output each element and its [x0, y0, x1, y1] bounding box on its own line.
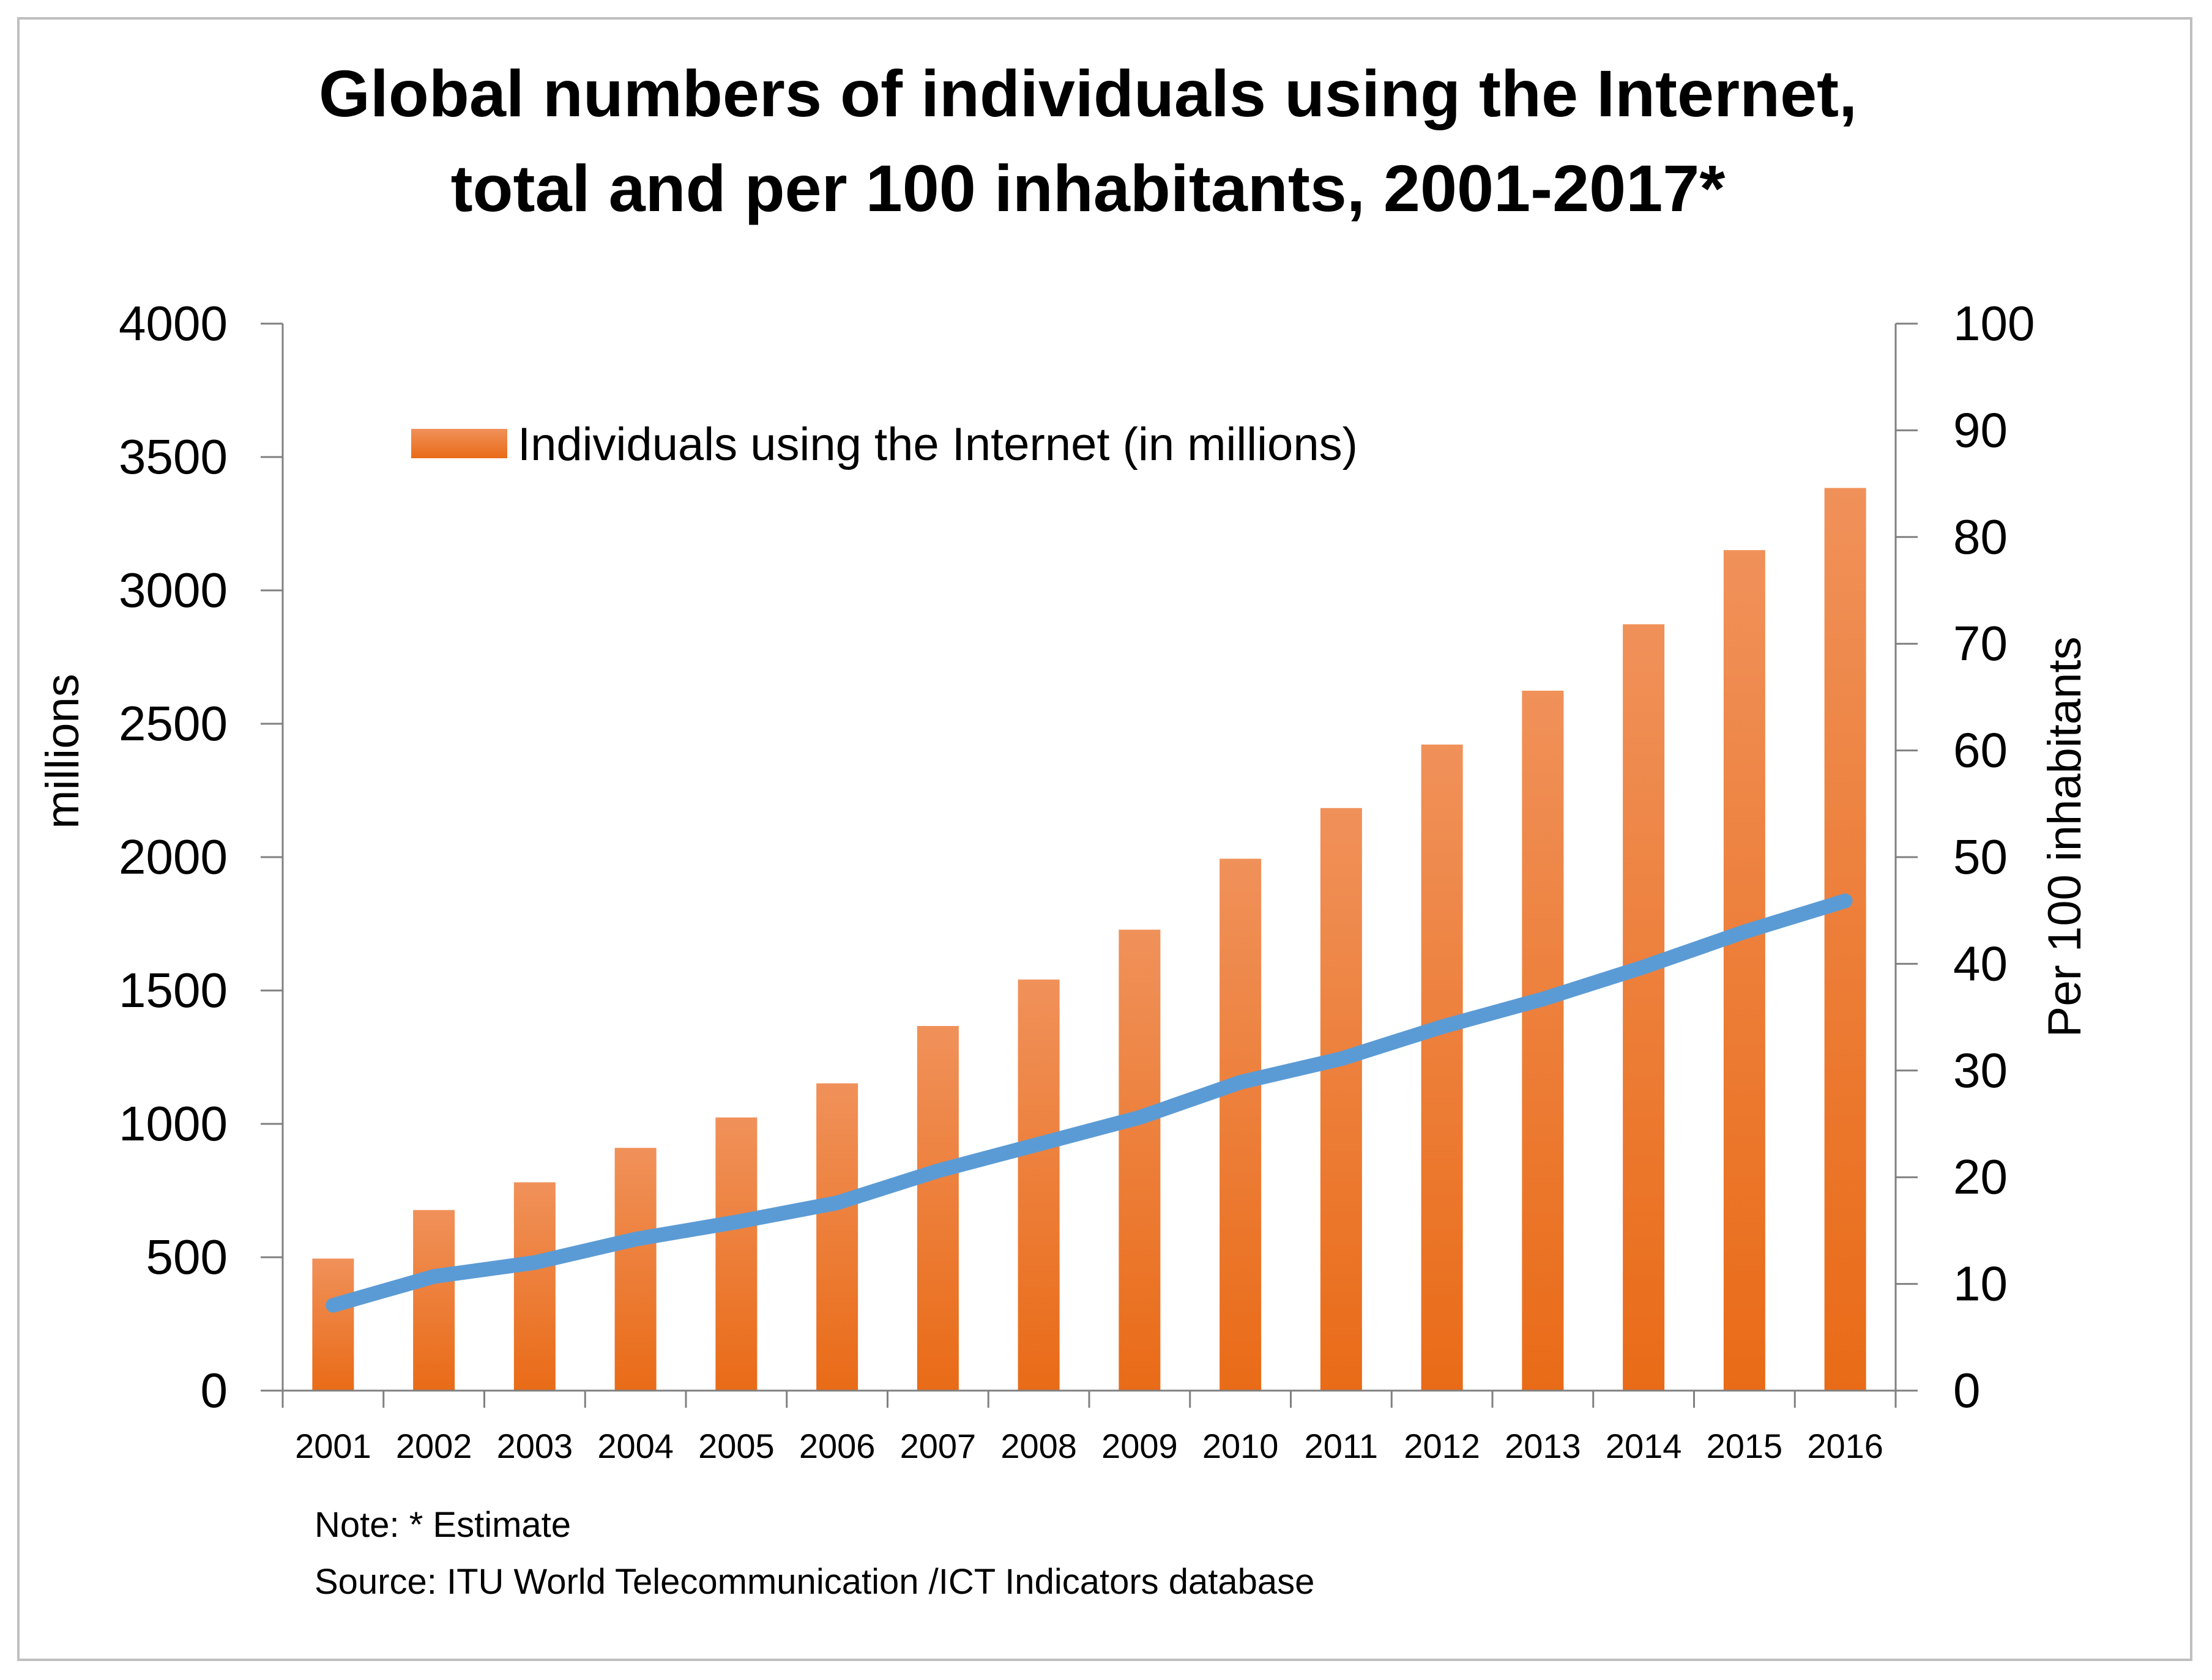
x-tick-label: 2010 [1202, 1427, 1279, 1465]
bar-2015 [1723, 550, 1765, 1391]
x-tick-label: 2005 [698, 1427, 775, 1465]
left-tick-label: 2500 [119, 696, 228, 751]
bar-2002 [413, 1210, 455, 1391]
left-axis-title: millions [37, 674, 89, 828]
bar-2008 [1018, 979, 1060, 1391]
right-tick-label: 80 [1953, 510, 2008, 564]
line-point-2011 [1340, 1058, 1342, 1060]
source-text: Source: ITU World Telecommunication /ICT… [315, 1562, 1314, 1602]
right-tick-label: 60 [1953, 723, 2008, 778]
bar-2006 [816, 1083, 858, 1391]
bar-2011 [1320, 808, 1362, 1391]
line-point-2001 [332, 1304, 334, 1306]
x-tick-label: 2011 [1305, 1427, 1378, 1465]
x-axis: 2001 2002 2003 2004 2005 2006 2007 2008 2009 2010… [281, 1389, 1897, 1465]
x-tick-label: 2012 [1404, 1427, 1480, 1465]
bar-2001 [312, 1258, 354, 1391]
bar-2013 [1522, 690, 1564, 1391]
bar-2005 [715, 1117, 758, 1391]
note-text: Note: * Estimate [315, 1505, 571, 1545]
right-tick-label: 40 [1953, 936, 2008, 991]
right-tick-label: 0 [1953, 1363, 1981, 1418]
line-point-2012 [1441, 1026, 1443, 1028]
x-tick-label: 2008 [1000, 1427, 1077, 1465]
line-point-2015 [1743, 931, 1745, 933]
line-point-2007 [937, 1170, 939, 1172]
left-tick-label: 3500 [119, 429, 228, 484]
line-point-2016 [1844, 900, 1846, 902]
x-tick-label: 2004 [597, 1427, 674, 1465]
right-tick-label: 30 [1953, 1043, 2008, 1098]
line-point-2014 [1643, 966, 1645, 968]
x-tick-label: 2001 [295, 1427, 371, 1465]
right-tick-label: 20 [1953, 1150, 2008, 1204]
line-point-2013 [1542, 998, 1544, 1000]
x-tick-label: 2013 [1505, 1427, 1581, 1465]
chart-title-line-1: Global numbers of individuals using the … [319, 56, 1857, 130]
left-tick-label: 500 [146, 1230, 228, 1284]
line-point-2009 [1139, 1117, 1141, 1118]
right-tick-label: 50 [1953, 830, 2008, 884]
line-point-2004 [635, 1238, 636, 1240]
bar-2007 [917, 1025, 959, 1391]
per-100-inhabitants-line [326, 893, 1853, 1313]
bar-2004 [614, 1148, 657, 1391]
right-tick-label: 100 [1953, 296, 2035, 351]
chart-title-line-2: total and per 100 inhabitants, 2001-2017… [451, 151, 1726, 225]
x-tick-label: 2014 [1606, 1427, 1682, 1465]
x-tick-label: 2002 [396, 1427, 472, 1465]
line-point-2006 [836, 1202, 838, 1204]
right-axis: 0 10 20 30 40 50 60 70 80 90 100 [1894, 296, 2035, 1418]
right-tick-label: 10 [1953, 1257, 2008, 1311]
x-tick-label: 2006 [799, 1427, 876, 1465]
left-tick-label: 3000 [119, 563, 228, 617]
left-tick-label: 4000 [119, 296, 228, 351]
legend: Individuals using the Internet (in milli… [411, 418, 1358, 470]
bar-2012 [1421, 745, 1463, 1391]
right-axis-title: Per 100 inhabitants [2039, 637, 2091, 1038]
x-tick-label: 2015 [1707, 1427, 1783, 1465]
x-tick-label: 2016 [1807, 1427, 1883, 1465]
x-tick-label: 2009 [1101, 1427, 1178, 1465]
left-axis: 0 500 1000 1500 2000 2500 3000 3500 4000 [119, 296, 284, 1418]
line-point-2003 [534, 1262, 535, 1263]
right-tick-label: 90 [1953, 403, 2008, 457]
legend-label: Individuals using the Internet (in milli… [518, 418, 1358, 470]
line-point-2010 [1240, 1081, 1242, 1083]
bar-2009 [1119, 929, 1161, 1391]
bar-series [312, 488, 1866, 1391]
line-series [326, 893, 1853, 1313]
x-tick-label: 2003 [497, 1427, 573, 1465]
legend-swatch [411, 429, 507, 458]
bar-2010 [1220, 858, 1262, 1391]
bar-2003 [513, 1182, 556, 1391]
line-point-2005 [735, 1221, 737, 1223]
bar-2016 [1824, 488, 1866, 1391]
line-point-2002 [433, 1276, 435, 1277]
left-tick-label: 2000 [119, 830, 228, 884]
x-tick-label: 2007 [900, 1427, 977, 1465]
bar-2014 [1623, 624, 1665, 1391]
right-tick-label: 70 [1953, 616, 2008, 671]
left-tick-label: 1500 [119, 963, 228, 1017]
left-tick-label: 1000 [119, 1096, 228, 1151]
line-point-2008 [1038, 1143, 1040, 1145]
left-tick-label: 0 [201, 1363, 228, 1418]
